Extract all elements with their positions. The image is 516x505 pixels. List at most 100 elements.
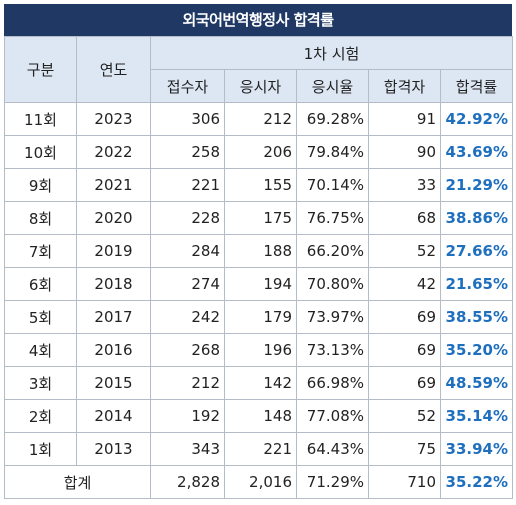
year-cell: 2021: [76, 168, 151, 202]
take-rate-cell: 73.13%: [296, 333, 369, 367]
pass-rate-cell: 42.92%: [440, 102, 513, 136]
passers-cell: 69: [368, 366, 441, 400]
table-row: 9회 2021 221 155 70.14% 33 21.29%: [4, 168, 513, 202]
pass-rate-cell: 38.86%: [440, 201, 513, 235]
applicants-cell: 242: [150, 300, 225, 334]
take-rate-cell: 73.97%: [296, 300, 369, 334]
take-rate-cell: 66.98%: [296, 366, 369, 400]
table-row: 10회 2022 258 206 79.84% 90 43.69%: [4, 135, 513, 169]
passers-cell: 91: [368, 102, 441, 136]
total-passers: 710: [368, 465, 441, 499]
takers-cell: 148: [224, 399, 297, 433]
applicants-cell: 274: [150, 267, 225, 301]
round-cell: 7회: [4, 234, 77, 268]
table-title: 외국어번역행정사 합격률: [4, 4, 512, 36]
takers-header: 응시자: [224, 69, 297, 103]
applicants-cell: 221: [150, 168, 225, 202]
pass-rate-header: 합격률: [440, 69, 513, 103]
passers-cell: 68: [368, 201, 441, 235]
take-rate-cell: 70.14%: [296, 168, 369, 202]
year-cell: 2016: [76, 333, 151, 367]
round-cell: 11회: [4, 102, 77, 136]
round-cell: 10회: [4, 135, 77, 169]
table-row: 7회 2019 284 188 66.20% 52 27.66%: [4, 234, 513, 268]
pass-rate-sheet: 외국어번역행정사 합격률 구분 연도 1차 시험 접수자 응시자 응시율 합격자…: [4, 4, 513, 499]
year-cell: 2022: [76, 135, 151, 169]
total-applicants: 2,828: [150, 465, 225, 499]
round-cell: 6회: [4, 267, 77, 301]
round-cell: 2회: [4, 399, 77, 433]
round-cell: 1회: [4, 432, 77, 466]
takers-cell: 188: [224, 234, 297, 268]
passers-cell: 90: [368, 135, 441, 169]
passers-cell: 52: [368, 399, 441, 433]
take-rate-cell: 79.84%: [296, 135, 369, 169]
round-cell: 4회: [4, 333, 77, 367]
takers-cell: 179: [224, 300, 297, 334]
total-pass-rate: 35.22%: [440, 465, 513, 499]
year-cell: 2018: [76, 267, 151, 301]
first-exam-header: 1차 시험: [150, 36, 513, 70]
total-row: 합계 2,828 2,016 71.29% 710 35.22%: [4, 465, 513, 499]
year-cell: 2014: [76, 399, 151, 433]
round-cell: 8회: [4, 201, 77, 235]
table-row: 1회 2013 343 221 64.43% 75 33.94%: [4, 432, 513, 466]
applicants-cell: 306: [150, 102, 225, 136]
pass-rate-cell: 27.66%: [440, 234, 513, 268]
applicants-cell: 192: [150, 399, 225, 433]
year-cell: 2013: [76, 432, 151, 466]
pass-rate-cell: 38.55%: [440, 300, 513, 334]
passers-cell: 75: [368, 432, 441, 466]
takers-cell: 212: [224, 102, 297, 136]
table-row: 3회 2015 212 142 66.98% 69 48.59%: [4, 366, 513, 400]
take-rate-header: 응시율: [296, 69, 369, 103]
total-take-rate: 71.29%: [296, 465, 369, 499]
table-row: 4회 2016 268 196 73.13% 69 35.20%: [4, 333, 513, 367]
take-rate-cell: 77.08%: [296, 399, 369, 433]
table-row: 8회 2020 228 175 76.75% 68 38.86%: [4, 201, 513, 235]
applicants-cell: 268: [150, 333, 225, 367]
takers-cell: 194: [224, 267, 297, 301]
round-cell: 5회: [4, 300, 77, 334]
take-rate-cell: 70.80%: [296, 267, 369, 301]
takers-cell: 175: [224, 201, 297, 235]
table-row: 5회 2017 242 179 73.97% 69 38.55%: [4, 300, 513, 334]
year-header: 연도: [76, 36, 151, 103]
takers-cell: 142: [224, 366, 297, 400]
applicants-cell: 258: [150, 135, 225, 169]
year-cell: 2020: [76, 201, 151, 235]
pass-rate-cell: 21.29%: [440, 168, 513, 202]
table-row: 6회 2018 274 194 70.80% 42 21.65%: [4, 267, 513, 301]
year-cell: 2015: [76, 366, 151, 400]
division-header: 구분: [4, 36, 77, 103]
passers-header: 합격자: [368, 69, 441, 103]
total-takers: 2,016: [224, 465, 297, 499]
pass-rate-table: 구분 연도 1차 시험 접수자 응시자 응시율 합격자 합격률 11회 2023 3…: [4, 36, 513, 499]
take-rate-cell: 64.43%: [296, 432, 369, 466]
passers-cell: 69: [368, 333, 441, 367]
table-body: 11회 2023 306 212 69.28% 91 42.92% 10회 2022 258 206…: [4, 102, 513, 466]
takers-cell: 155: [224, 168, 297, 202]
applicants-cell: 284: [150, 234, 225, 268]
round-cell: 9회: [4, 168, 77, 202]
total-label: 합계: [4, 465, 151, 499]
pass-rate-cell: 35.20%: [440, 333, 513, 367]
takers-cell: 196: [224, 333, 297, 367]
pass-rate-cell: 43.69%: [440, 135, 513, 169]
pass-rate-cell: 33.94%: [440, 432, 513, 466]
passers-cell: 69: [368, 300, 441, 334]
applicants-header: 접수자: [150, 69, 225, 103]
year-cell: 2019: [76, 234, 151, 268]
year-cell: 2023: [76, 102, 151, 136]
table-row: 11회 2023 306 212 69.28% 91 42.92%: [4, 102, 513, 136]
passers-cell: 42: [368, 267, 441, 301]
take-rate-cell: 66.20%: [296, 234, 369, 268]
takers-cell: 221: [224, 432, 297, 466]
passers-cell: 52: [368, 234, 441, 268]
take-rate-cell: 76.75%: [296, 201, 369, 235]
pass-rate-cell: 35.14%: [440, 399, 513, 433]
takers-cell: 206: [224, 135, 297, 169]
table-row: 2회 2014 192 148 77.08% 52 35.14%: [4, 399, 513, 433]
pass-rate-cell: 21.65%: [440, 267, 513, 301]
round-cell: 3회: [4, 366, 77, 400]
